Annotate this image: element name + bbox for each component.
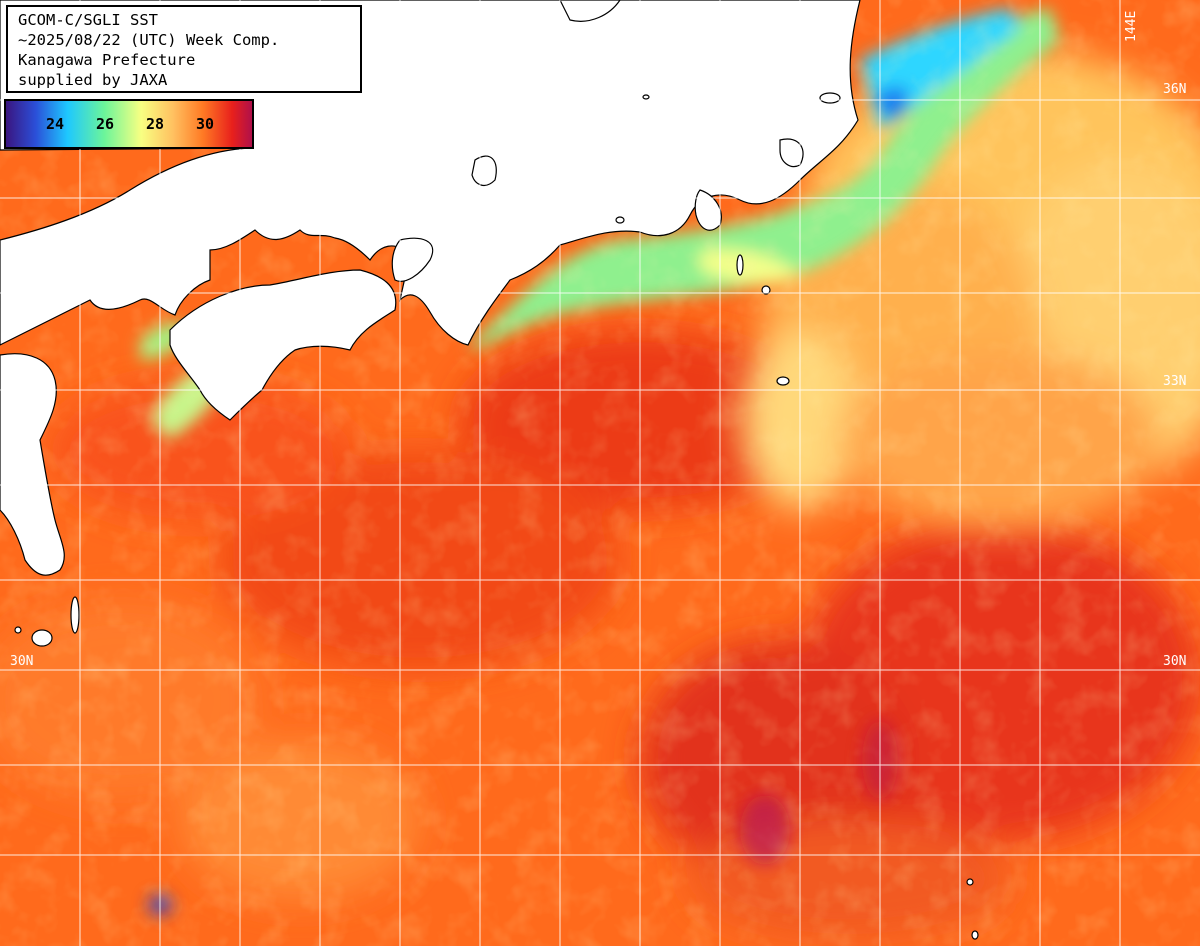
legend-tick-24: 24 (46, 115, 65, 133)
lat-label-33n-right: 33N (1163, 374, 1187, 389)
title-box: GCOM-C/SGLI SST ~2025/08/22 (UTC) Week C… (6, 5, 362, 93)
lat-label-33-left: 33 (10, 374, 26, 389)
legend: 24 26 28 30 (4, 99, 254, 149)
title-line-3: Kanagawa Prefecture (18, 51, 196, 69)
title-line-2: ~2025/08/22 (UTC) Week Comp. (18, 31, 280, 49)
lat-label-30n-left: 30N (10, 654, 34, 669)
legend-tick-26: 26 (96, 115, 115, 133)
lon-label-136e: 136E (483, 10, 498, 42)
title-line-4: supplied by JAXA (18, 71, 168, 89)
title-line-1: GCOM-C/SGLI SST (18, 11, 158, 29)
legend-tick-28: 28 (146, 115, 165, 133)
lon-label-144e: 144E (1124, 10, 1139, 42)
lat-label-36n-right: 36N (1163, 82, 1187, 97)
lat-label-30n-right: 30N (1163, 654, 1187, 669)
legend-tick-30: 30 (196, 115, 215, 133)
legend-colorbar (6, 101, 252, 147)
